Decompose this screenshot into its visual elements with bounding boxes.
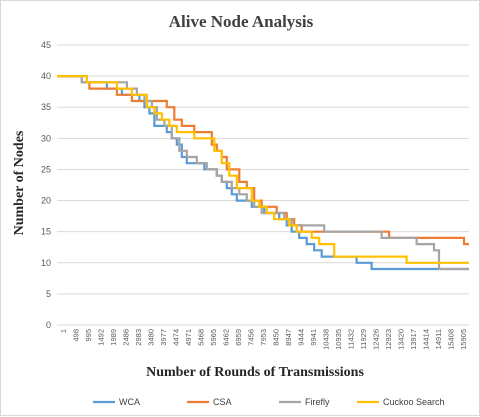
series-line-wca xyxy=(57,75,469,271)
x-tick-label: 10438 xyxy=(321,329,330,350)
y-axis-title: Number of Nodes xyxy=(12,130,27,235)
x-tick-label: 12426 xyxy=(371,329,380,350)
x-tick-label: 4971 xyxy=(184,329,193,346)
x-tick-label: 3977 xyxy=(159,329,168,346)
x-tick-label: 995 xyxy=(84,329,93,342)
x-tick-label: 5468 xyxy=(197,329,206,346)
y-tick-label: 15 xyxy=(41,227,51,237)
legend-label-firefly: Firefly xyxy=(305,397,330,407)
x-tick-label: 11929 xyxy=(359,329,368,349)
legend-label-wca: WCA xyxy=(119,397,140,407)
x-tick-label: 2486 xyxy=(122,329,131,346)
x-tick-label: 14414 xyxy=(421,329,430,350)
x-tick-label: 7953 xyxy=(259,329,268,346)
x-tick-label: 13420 xyxy=(396,329,405,350)
x-tick-label: 1989 xyxy=(109,329,118,346)
x-tick-label: 10935 xyxy=(334,329,343,350)
x-tick-label: 1 xyxy=(59,329,68,333)
x-axis-title: Number of Rounds of Transmissions xyxy=(146,365,364,380)
x-tick-label: 11432 xyxy=(346,329,355,349)
y-tick-label: 5 xyxy=(46,289,51,299)
series-lines xyxy=(57,75,469,271)
series-line-firefly xyxy=(57,75,469,271)
x-tick-label: 15905 xyxy=(459,329,468,350)
chart-title: Alive Node Analysis xyxy=(169,12,314,31)
x-tick-label: 4474 xyxy=(172,329,181,346)
y-tick-label: 35 xyxy=(41,102,51,112)
x-tick-label: 8450 xyxy=(271,329,280,346)
x-tick-label: 3480 xyxy=(147,329,156,346)
x-tick-label: 8947 xyxy=(284,329,293,346)
series-line-cuckoo-search xyxy=(57,75,469,264)
y-tick-label: 10 xyxy=(41,258,51,268)
y-tick-label: 0 xyxy=(46,320,51,330)
y-tick-label: 45 xyxy=(41,40,51,50)
legend-label-cuckoo-search: Cuckoo Search xyxy=(383,397,445,407)
x-tick-label: 1492 xyxy=(97,329,106,346)
series-line-csa xyxy=(57,75,469,246)
x-tick-label: 12923 xyxy=(384,329,393,350)
x-tick-label: 7456 xyxy=(247,329,256,346)
gridlines xyxy=(57,44,469,326)
x-tick-label: 9941 xyxy=(309,329,318,346)
x-tick-label: 14911 xyxy=(434,329,443,349)
x-tick-label: 5965 xyxy=(209,329,218,346)
y-tick-label: 40 xyxy=(41,71,51,81)
x-tick-label: 6959 xyxy=(234,329,243,346)
x-tick-label: 13917 xyxy=(409,329,418,350)
x-tick-label: 2983 xyxy=(134,329,143,346)
y-tick-label: 25 xyxy=(41,164,51,174)
y-tick-labels: 0 5 10 15 20 25 30 35 40 45 xyxy=(41,40,51,330)
legend: WCA CSA Firefly Cuckoo Search xyxy=(93,397,445,407)
x-tick-labels: 1 498 995 1492 1989 2486 2983 3480 3977 4474 4971 5… xyxy=(59,329,468,350)
x-tick-label: 15408 xyxy=(446,329,455,350)
y-tick-label: 20 xyxy=(41,196,51,206)
legend-label-csa: CSA xyxy=(213,397,232,407)
x-tick-label: 498 xyxy=(72,329,81,342)
x-tick-label: 9444 xyxy=(296,329,305,346)
x-tick-label: 6462 xyxy=(222,329,231,346)
y-tick-label: 30 xyxy=(41,133,51,143)
